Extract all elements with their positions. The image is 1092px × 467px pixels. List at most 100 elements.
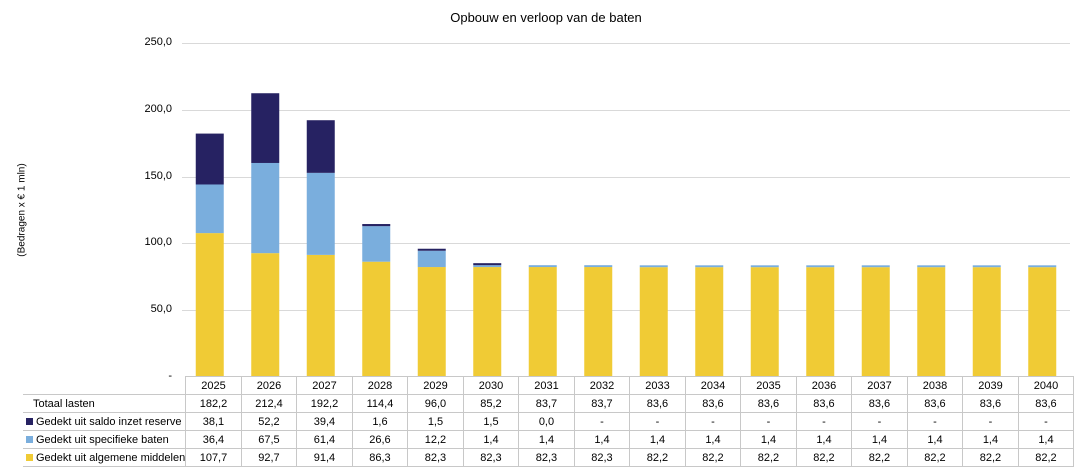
bar-gedekt-uit-specifieke-baten: [917, 265, 946, 268]
bar-gedekt-uit-algemene-middelen: [473, 267, 502, 377]
data-label: 26,6: [351, 430, 409, 449]
bar-gedekt-uit-specifieke-baten: [695, 265, 724, 268]
y-tick-label: 250,0: [144, 36, 172, 48]
data-label: 1,4: [629, 430, 686, 449]
data-label: 91,4: [296, 448, 353, 467]
y-tick-label: 150,0: [144, 169, 172, 182]
data-label: 1,4: [740, 430, 797, 449]
table-row: Totaal lasten 182,2 212,4 192,2 114,4 96,0 85,…: [23, 394, 1075, 413]
bar-gedekt-uit-specifieke-baten: [473, 265, 502, 268]
data-label: -: [851, 412, 908, 431]
bar-gedekt-uit-algemene-middelen: [195, 233, 224, 377]
data-label: 1,5: [462, 412, 520, 431]
y-tick-label: 200,0: [144, 102, 172, 115]
bar-gedekt-uit-algemene-middelen: [750, 267, 779, 377]
legend-key: [26, 417, 33, 425]
y-axis-label: (Bedragen x € 1 mln): [16, 163, 28, 257]
x-tick-label: 2031: [518, 376, 575, 395]
x-tick-label: 2030: [462, 376, 520, 395]
x-tick-label: 2039: [962, 376, 1019, 395]
bar-gedekt-uit-specifieke-baten: [750, 265, 779, 268]
bar-gedekt-uit-specifieke-baten: [417, 250, 446, 268]
data-label: 83,6: [906, 394, 964, 413]
bar-gedekt-uit-specifieke-baten: [1028, 265, 1057, 268]
data-label: 1,5: [407, 412, 464, 431]
bar-gedekt-uit-specifieke-baten: [861, 265, 890, 268]
data-label: 83,6: [629, 394, 686, 413]
legend-label: Totaal lasten: [33, 397, 95, 410]
data-label: 1,4: [518, 430, 575, 449]
legend-key: [26, 453, 33, 461]
bar-gedekt-uit-algemene-middelen: [806, 267, 835, 377]
bar-gedekt-uit-specifieke-baten: [528, 265, 557, 268]
data-label: 107,7: [185, 448, 242, 467]
data-label: 212,4: [240, 394, 298, 413]
data-label: -: [684, 412, 742, 431]
data-label: 83,6: [684, 394, 742, 413]
x-tick-label: 2025: [185, 376, 242, 395]
x-tick-label: 2034: [684, 376, 742, 395]
data-label: -: [1017, 412, 1075, 431]
data-label: 82,3: [462, 448, 520, 467]
data-label: 192,2: [296, 394, 353, 413]
data-label: 83,6: [851, 394, 908, 413]
data-label: 114,4: [351, 394, 409, 413]
data-label: 1,4: [573, 430, 631, 449]
data-label: -: [795, 412, 853, 431]
x-tick-label: 2028: [351, 376, 409, 395]
x-tick-label: 2033: [629, 376, 686, 395]
data-label: 85,2: [462, 394, 520, 413]
bar-gedekt-uit-specifieke-baten: [584, 265, 613, 268]
data-label: 83,6: [740, 394, 797, 413]
data-label: 52,2: [240, 412, 298, 431]
data-label: 1,6: [351, 412, 409, 431]
bar-gedekt-uit-algemene-middelen: [695, 267, 724, 377]
bar-gedekt-uit-saldo-inzet-reserve: [417, 248, 446, 251]
legend-label: Gedekt uit algemene middelen: [36, 451, 186, 464]
data-label: 0,0: [518, 412, 575, 431]
table-row: Gedekt uit specifieke baten 36,4 67,5 61,4 2…: [23, 430, 1075, 449]
x-tick-label: 2035: [740, 376, 797, 395]
bar-gedekt-uit-saldo-inzet-reserve: [362, 224, 391, 227]
bar-gedekt-uit-specifieke-baten: [639, 265, 668, 268]
bar-gedekt-uit-algemene-middelen: [639, 267, 668, 377]
data-table: 2025 2026 2027 2028 2029 2030 2031 2032 2033 2034…: [23, 376, 1075, 467]
data-label: 1,4: [684, 430, 742, 449]
bar-gedekt-uit-saldo-inzet-reserve: [251, 93, 280, 163]
bar-gedekt-uit-algemene-middelen: [528, 267, 557, 377]
data-label: 83,7: [573, 394, 631, 413]
bar-gedekt-uit-specifieke-baten: [972, 265, 1001, 268]
data-label: -: [629, 412, 686, 431]
data-label: 1,4: [1017, 430, 1075, 449]
data-label: -: [740, 412, 797, 431]
bar-gedekt-uit-algemene-middelen: [917, 267, 946, 377]
bar-gedekt-uit-saldo-inzet-reserve: [306, 120, 335, 173]
data-label: 1,4: [851, 430, 908, 449]
bar-gedekt-uit-algemene-middelen: [584, 267, 613, 377]
bar-gedekt-uit-algemene-middelen: [306, 254, 335, 377]
x-tick-label: 2036: [795, 376, 853, 395]
data-label: 182,2: [185, 394, 242, 413]
legend-label: Gedekt uit saldo inzet reserve: [36, 415, 182, 428]
data-label: 83,6: [795, 394, 853, 413]
bar-gedekt-uit-algemene-middelen: [972, 267, 1001, 377]
x-tick-label: 2026: [240, 376, 298, 395]
y-tick-label: -: [168, 370, 172, 382]
x-tick-label: 2027: [296, 376, 353, 395]
bar-gedekt-uit-algemene-middelen: [362, 261, 391, 377]
x-tick-label: 2038: [906, 376, 964, 395]
bar-gedekt-uit-algemene-middelen: [1028, 267, 1057, 377]
data-label: 39,4: [296, 412, 353, 431]
data-label: -: [573, 412, 631, 431]
data-label: 83,6: [962, 394, 1019, 413]
x-tick-label: 2037: [851, 376, 908, 395]
table-row: Gedekt uit algemene middelen 107,7 92,7 91,…: [23, 448, 1075, 467]
data-label: 61,4: [296, 430, 353, 449]
data-label: 1,4: [906, 430, 964, 449]
legend-key: [26, 435, 33, 443]
bar-gedekt-uit-algemene-middelen: [417, 267, 446, 377]
data-label: 36,4: [185, 430, 242, 449]
x-tick-label: 2032: [573, 376, 631, 395]
data-label: -: [962, 412, 1019, 431]
